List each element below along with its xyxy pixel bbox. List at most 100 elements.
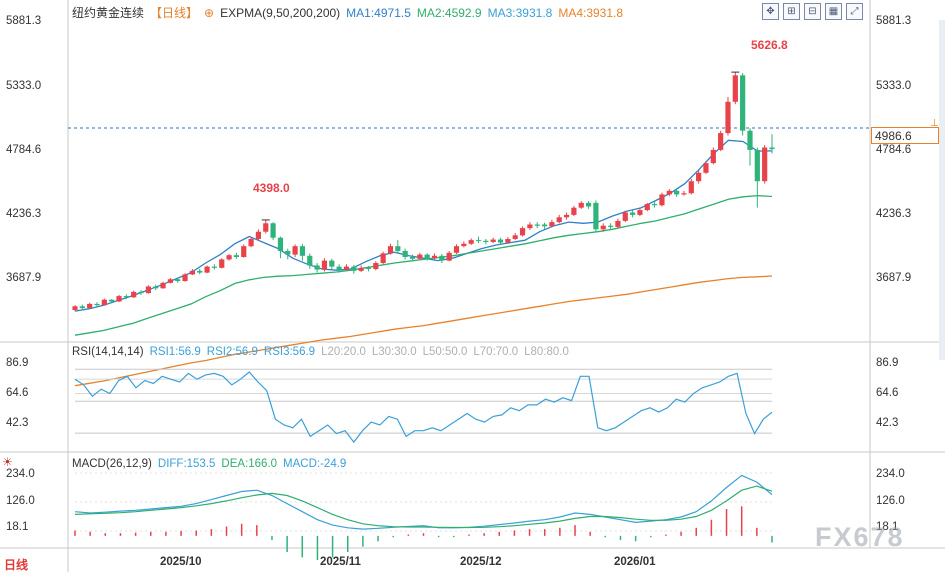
macd-dea-line (74, 485, 773, 529)
candle-body (666, 190, 672, 195)
candle-body (762, 147, 768, 182)
candle-body (314, 265, 320, 270)
candle-body (365, 267, 372, 270)
indicator-label[interactable]: EXPMA(9,50,200,200) (220, 6, 341, 20)
diff-value: DIFF:153.5 (157, 458, 216, 470)
macd-axis-label: 126.0 (876, 495, 905, 507)
candle-body (725, 101, 731, 134)
rsi-line (74, 371, 773, 444)
candle-body (549, 222, 555, 227)
rsi-title[interactable]: RSI(14,14,14) (72, 346, 144, 358)
rsi-axis-label: 86.9 (876, 357, 899, 369)
vertical-scrollbar[interactable] (939, 20, 945, 360)
candle-body (263, 223, 269, 232)
candle-body (233, 255, 240, 257)
candle-body (380, 253, 386, 264)
toolbar-zoom-in-icon[interactable]: ⊞ (783, 3, 800, 20)
candle-body (681, 193, 687, 195)
candle-body (248, 238, 254, 247)
price-axis-label: 5333.0 (876, 80, 912, 92)
period-button[interactable]: 日线 (4, 558, 29, 572)
candle-body (424, 254, 430, 259)
candle-body (571, 207, 577, 215)
toolbar-move-icon[interactable]: ✥ (762, 3, 779, 20)
candle-body (747, 130, 753, 150)
price-axis-label: 4236.3 (876, 208, 912, 220)
l20-value: L20:20.0 (321, 346, 366, 358)
toolbar-expand-icon[interactable]: ⤢ (846, 3, 863, 20)
candle-body (696, 172, 702, 182)
candle-body (769, 147, 775, 150)
l80-value: L80:80.0 (524, 346, 569, 358)
candle-body (116, 296, 122, 302)
ma-line-ma2 (74, 194, 773, 336)
candle-body (336, 266, 342, 270)
candle-body (101, 299, 107, 306)
price-axis-label: 3687.9 (876, 272, 912, 284)
candle-body (255, 231, 262, 239)
candle-body (351, 266, 357, 271)
macd-axis-label: 234.0 (6, 468, 35, 480)
rsi-pane (74, 368, 773, 444)
candle-body (497, 239, 504, 243)
candle-body (204, 266, 210, 273)
period-label[interactable]: 【日线】 (150, 6, 199, 20)
ma-line-ma1 (74, 139, 773, 312)
candle-body (182, 274, 188, 282)
toolbar-zoom-out-icon[interactable]: ⊟ (804, 3, 821, 20)
candle-body (211, 266, 217, 268)
candle-body (123, 296, 129, 298)
candle-body (527, 224, 533, 229)
candle-body (87, 303, 93, 309)
sun-settings-icon[interactable]: ⊕ (204, 6, 215, 20)
macd-diff-line (74, 474, 773, 530)
candle-body (292, 246, 298, 255)
candle-body (563, 214, 570, 218)
candle-body (299, 246, 306, 256)
macd-legend: MACD(26,12,9) DIFF:153.5 DEA:166.0 MACD:-24… (72, 458, 352, 470)
toolbar-grid-icon[interactable]: ▦ (825, 3, 842, 20)
macd-title[interactable]: MACD(26,12,9) (72, 458, 152, 470)
rsi-axis-label: 42.3 (6, 417, 29, 429)
candle-body (138, 291, 144, 294)
candle-body (431, 255, 438, 259)
price-axis-label: 5881.3 (876, 15, 912, 27)
candle-body (241, 246, 247, 257)
macd-value: MACD:-24.9 (283, 458, 347, 470)
candle-body (409, 256, 416, 259)
rsi-axis-label: 64.6 (6, 387, 29, 399)
macd-axis-label: 18.1 (876, 521, 899, 533)
price-pane (72, 71, 775, 387)
candle-body (732, 75, 738, 102)
candle-body (329, 260, 335, 267)
ma1-value: MA1:4971.5 (346, 6, 411, 20)
rsi-axis-label: 64.6 (876, 387, 899, 399)
x-axis-label: 2025/11 (320, 556, 361, 568)
candle-body (585, 202, 592, 207)
candle-body (710, 149, 716, 164)
rsi-axis-label: 86.9 (6, 357, 29, 369)
rsi3-value: RSI3:56.9 (263, 346, 316, 358)
candle-body (505, 238, 511, 243)
candle-body (615, 220, 621, 227)
candle-body (740, 75, 746, 131)
candle-body (321, 260, 328, 270)
instrument-name: 纽约黄金连续 (72, 6, 145, 20)
candle-body (659, 194, 665, 206)
ma2-value: MA2:4592.9 (416, 6, 482, 20)
candle-body (358, 267, 364, 271)
candle-body (600, 225, 606, 230)
candle-body (490, 239, 496, 242)
candle-body (72, 306, 78, 310)
macd-axis-label: 18.1 (6, 521, 29, 533)
candle-body (652, 204, 658, 206)
candle-body (446, 252, 452, 261)
rsi-axis-label: 42.3 (876, 417, 899, 429)
candle-body (160, 282, 166, 289)
candle-body (277, 237, 284, 251)
candle-body (387, 246, 394, 254)
price-axis-label: 3687.9 (6, 272, 42, 284)
sun-settings-icon[interactable]: ☀ (2, 455, 13, 469)
candle-body (343, 266, 350, 270)
